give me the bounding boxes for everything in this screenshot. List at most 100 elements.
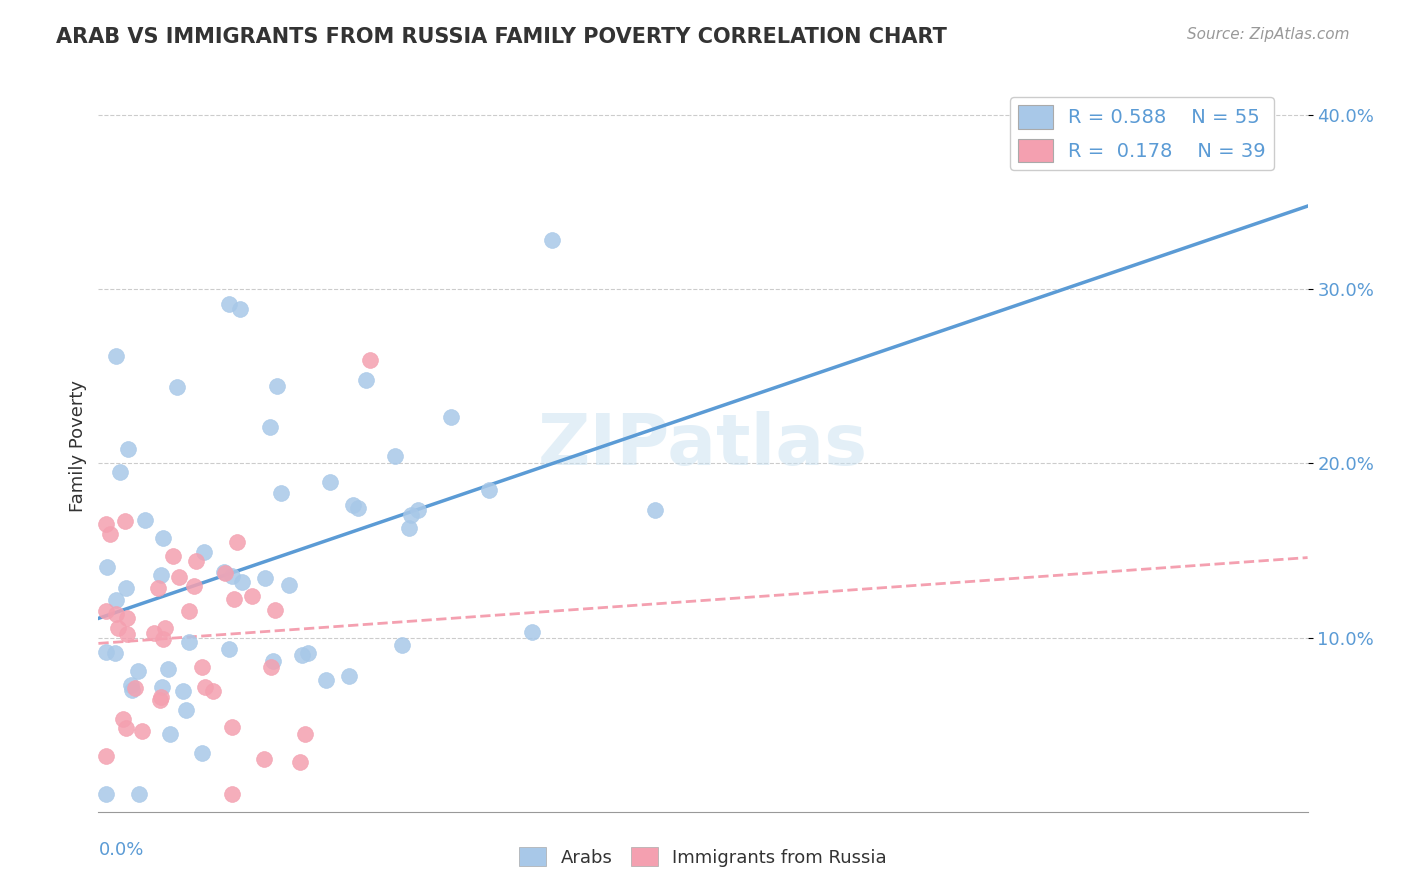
Point [162,549,184,563]
Point [342,498,364,512]
Point [98,526,121,541]
Point [540,233,562,247]
Point [114,514,136,528]
Point [319,475,342,489]
Point [110,465,132,479]
Text: ARAB VS IMMIGRANTS FROM RUSSIA FAMILY POVERTY CORRELATION CHART: ARAB VS IMMIGRANTS FROM RUSSIA FAMILY PO… [56,27,948,46]
Point [104,646,127,660]
Point [212,565,235,579]
Point [644,502,666,516]
Point [190,746,212,760]
Point [94,516,117,531]
Legend: R = 0.588    N = 55, R =  0.178    N = 39: R = 0.588 N = 55, R = 0.178 N = 39 [1010,97,1274,170]
Point [167,570,190,584]
Point [294,727,316,741]
Point [149,690,172,704]
Point [166,380,188,394]
Point [221,787,243,801]
Point [104,349,127,363]
Point [134,513,156,527]
Text: ZIPatlas: ZIPatlas [538,411,868,481]
Point [157,662,180,676]
Point [105,593,128,607]
Point [440,409,463,424]
Point [408,502,430,516]
Point [149,693,172,707]
Point [94,645,117,659]
Point [226,535,249,549]
Point [291,648,314,662]
Point [150,680,173,694]
Point [278,578,301,592]
Point [127,664,149,678]
Point [297,646,319,660]
Point [346,501,368,516]
Point [115,582,138,596]
Point [146,581,169,595]
Point [193,545,215,559]
Point [194,680,217,694]
Point [112,712,135,726]
Point [221,720,243,734]
Point [152,632,174,646]
Point [218,296,240,310]
Point [94,787,117,801]
Point [128,787,150,801]
Point [260,660,283,674]
Point [190,659,212,673]
Point [131,724,153,739]
Legend: Arabs, Immigrants from Russia: Arabs, Immigrants from Russia [512,840,894,874]
Point [153,621,176,635]
Point [183,579,205,593]
Point [105,607,128,621]
Point [221,569,243,583]
Point [120,677,142,691]
Point [117,611,139,625]
Point [121,683,143,698]
Text: Source: ZipAtlas.com: Source: ZipAtlas.com [1187,27,1350,42]
Point [115,627,138,641]
Point [254,571,277,585]
Text: 0.0%: 0.0% [98,841,143,859]
Point [270,486,292,500]
Point [229,301,252,316]
Point [288,756,311,770]
Point [150,567,173,582]
Point [337,669,360,683]
Point [391,638,413,652]
Point [259,420,281,434]
Point [107,621,129,635]
Y-axis label: Family Poverty: Family Poverty [69,380,87,512]
Point [240,589,263,603]
Point [202,684,225,698]
Point [266,379,288,393]
Point [143,626,166,640]
Point [253,752,276,766]
Point [214,566,236,581]
Point [94,749,117,764]
Point [264,603,287,617]
Point [124,681,146,695]
Point [359,353,381,368]
Point [384,449,406,463]
Point [399,508,422,523]
Point [96,560,118,574]
Point [478,483,501,497]
Point [177,604,200,618]
Point [159,727,181,741]
Point [172,684,194,698]
Point [117,442,139,457]
Point [218,642,240,657]
Point [231,574,253,589]
Point [184,554,207,568]
Point [222,591,245,606]
Point [152,532,174,546]
Point [354,373,377,387]
Point [262,654,284,668]
Point [398,520,420,534]
Point [522,625,544,640]
Point [315,673,337,688]
Point [177,634,200,648]
Point [115,721,138,735]
Point [176,702,198,716]
